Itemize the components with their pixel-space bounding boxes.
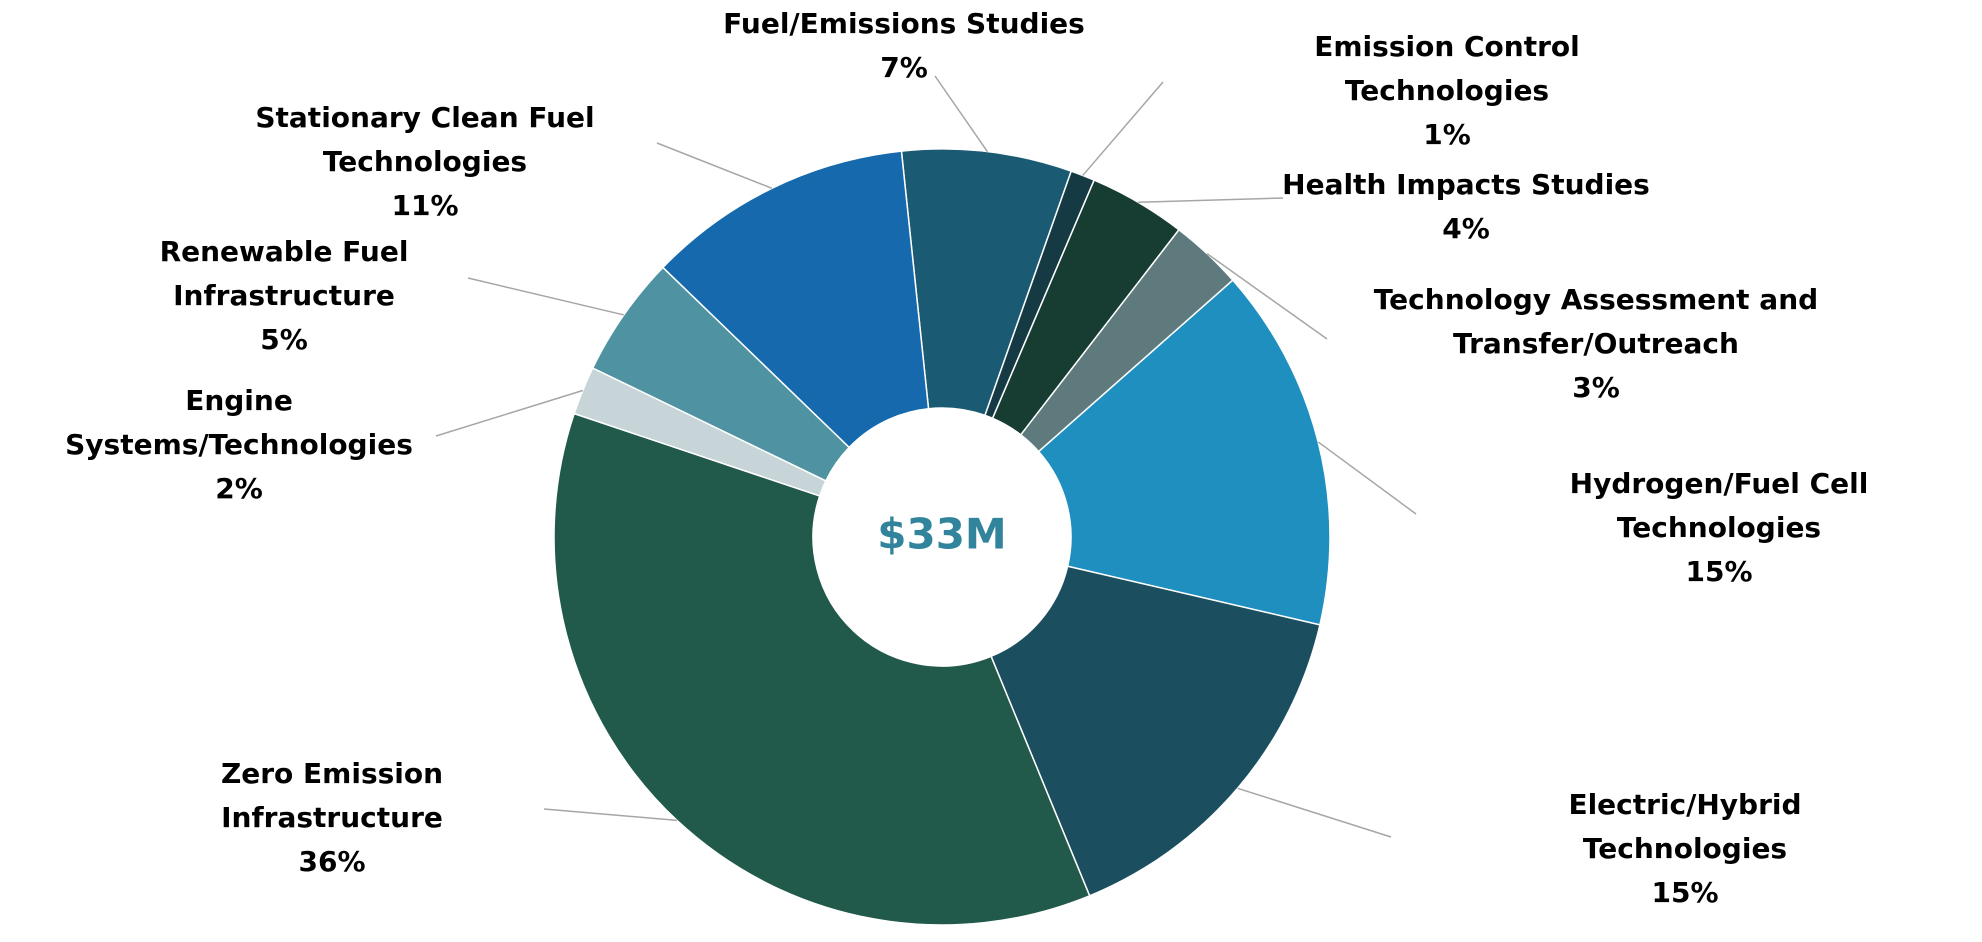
leader-line <box>1237 787 1392 838</box>
leader-line <box>543 808 677 822</box>
leader-line <box>1206 253 1328 340</box>
slice-label: Technology Assessment and Transfer/Outrea… <box>1374 283 1818 360</box>
slice-label: Health Impacts Studies <box>1282 168 1650 201</box>
donut-slice <box>990 565 1321 897</box>
slice-label: Stationary Clean Fuel Technologies <box>255 101 594 178</box>
slice-label: Electric/Hybrid Technologies <box>1568 788 1801 865</box>
leader-line <box>1082 81 1164 176</box>
leader-line <box>1317 441 1417 515</box>
leader-line <box>1138 197 1284 203</box>
value-label: 11% <box>391 189 458 222</box>
slice-label: Hydrogen/Fuel Cell Technologies <box>1570 467 1869 544</box>
value-label: 2% <box>215 472 263 505</box>
slice-label: Fuel/Emissions Studies <box>723 7 1085 40</box>
center-label: $33M <box>877 510 1006 559</box>
leader-line <box>467 277 624 316</box>
donut-hole <box>813 408 1071 666</box>
leader-line <box>934 75 989 153</box>
value-label: 7% <box>880 51 928 84</box>
value-label: 1% <box>1423 118 1471 151</box>
slice-label: Renewable Fuel Infrastructure <box>160 235 409 312</box>
leader-line <box>435 389 583 437</box>
value-label: 15% <box>1685 555 1752 588</box>
slice-label: Emission Control Technologies <box>1314 30 1580 107</box>
slice-label: Engine Systems/Technologies <box>65 384 413 461</box>
value-label: 4% <box>1442 212 1490 245</box>
value-label: 5% <box>260 323 308 356</box>
value-label: 3% <box>1572 371 1620 404</box>
value-label: 36% <box>298 845 365 878</box>
slice-label: Zero Emission Infrastructure <box>221 757 443 834</box>
leader-line <box>656 142 773 189</box>
value-label: 15% <box>1651 876 1718 909</box>
